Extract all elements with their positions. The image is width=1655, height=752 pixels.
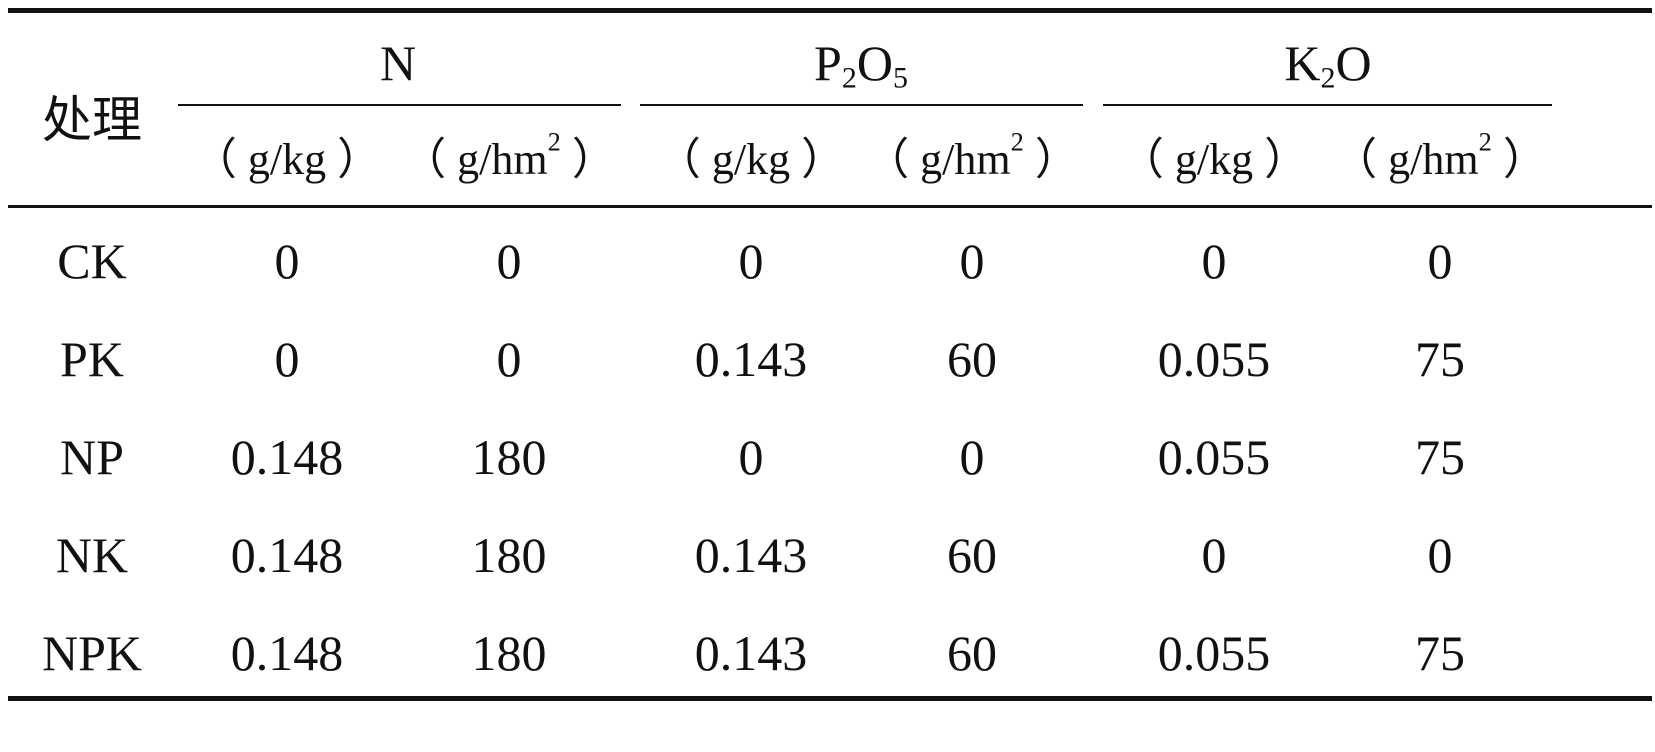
table-cell: 0: [959, 429, 985, 485]
table-cell: 0: [1427, 233, 1453, 289]
table-cell: 0.148: [230, 527, 344, 583]
table-cell: 0: [496, 331, 522, 387]
group-underline-k2o: [1103, 104, 1552, 106]
group-header-k2o: K2O: [1284, 35, 1372, 95]
row-label: NPK: [41, 625, 143, 681]
table-cell: 0.055: [1157, 625, 1271, 681]
treatment-header: 处理: [42, 91, 142, 149]
row-label: CK: [57, 233, 127, 289]
table-cell: 0: [1201, 527, 1227, 583]
table-cell: 0.143: [694, 527, 808, 583]
row-label: NK: [55, 527, 129, 583]
table-cell: 0: [1427, 527, 1453, 583]
unit-header-n-ghm: （ g/hm2 ）: [402, 126, 616, 184]
unit-header-n-gkg: （ g/kg ）: [192, 135, 382, 184]
table-cell: 0: [274, 233, 300, 289]
row-label: PK: [60, 331, 124, 387]
table-cell: 75: [1415, 331, 1465, 387]
table-cell: 0: [959, 233, 985, 289]
table-cell: 180: [471, 429, 547, 485]
table-cell: 0.148: [230, 429, 344, 485]
top-rule: [8, 8, 1652, 13]
unit-header-k-gkg: （ g/kg ）: [1119, 135, 1309, 184]
group-underline-n: [178, 104, 621, 106]
unit-header-p-gkg: （ g/kg ）: [656, 135, 846, 184]
table-cell: 0.143: [694, 625, 808, 681]
group-header-p2o5: P2O5: [814, 35, 908, 95]
table-cell: 0: [274, 331, 300, 387]
table-cell: 60: [947, 331, 997, 387]
table-cell: 75: [1415, 429, 1465, 485]
table-cell: 0: [738, 233, 764, 289]
row-label: NP: [60, 429, 124, 485]
group-underline-p2o5: [640, 104, 1083, 106]
table-cell: 0.055: [1157, 429, 1271, 485]
group-header-n: N: [379, 35, 417, 91]
table-cell: 60: [947, 625, 997, 681]
table-cell: 180: [471, 527, 547, 583]
table-cell: 0: [738, 429, 764, 485]
bottom-rule: [8, 696, 1652, 701]
table-cell: 60: [947, 527, 997, 583]
header-rule: [8, 205, 1652, 208]
table-cell: 75: [1415, 625, 1465, 681]
table-cell: 180: [471, 625, 547, 681]
table-cell: 0: [496, 233, 522, 289]
unit-header-k-ghm: （ g/hm2 ）: [1333, 126, 1547, 184]
table-cell: 0.143: [694, 331, 808, 387]
table-cell: 0.055: [1157, 331, 1271, 387]
table-cell: 0.148: [230, 625, 344, 681]
unit-header-p-ghm: （ g/hm2 ）: [865, 126, 1079, 184]
table-cell: 0: [1201, 233, 1227, 289]
